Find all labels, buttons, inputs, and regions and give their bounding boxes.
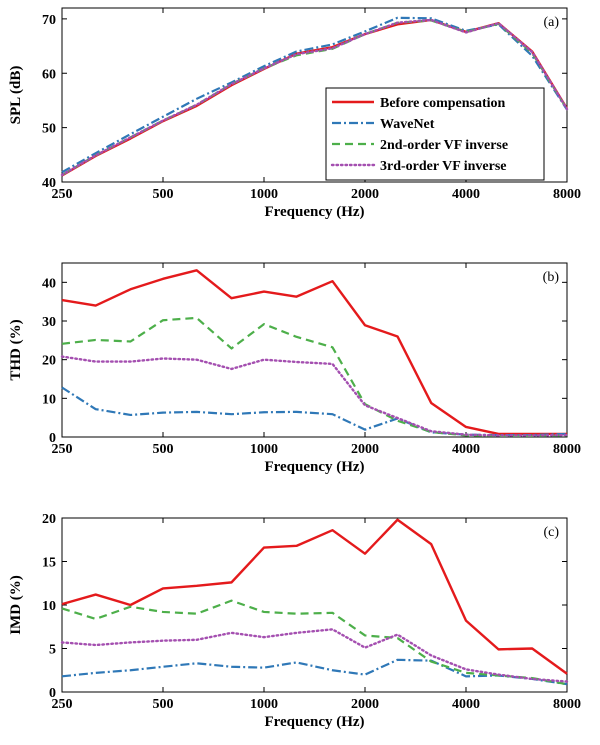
series-line-c-2 (61, 658, 568, 686)
plot-frame-b (61, 262, 568, 438)
x-tick-label: 8000 (553, 442, 581, 457)
x-tick-label: 8000 (553, 187, 581, 202)
y-tick-label: 10 (42, 392, 56, 407)
series-line-b-3 (61, 316, 568, 437)
series-line-b-1 (61, 269, 567, 436)
x-tick-label: 1000 (250, 697, 278, 712)
y-tick-label: 20 (42, 354, 56, 369)
y-tick-label: 10 (42, 599, 56, 614)
y-tick-label: 15 (42, 556, 56, 571)
x-tick-label: 500 (153, 697, 174, 712)
x-tick-label: 8000 (553, 697, 581, 712)
y-axis-label: IMD (%) (8, 575, 24, 635)
x-tick-label: 250 (52, 442, 73, 457)
panel-c: 250 500 1000 2000 4000 8000 0 5 10 15 20 Frequency … (8, 512, 581, 730)
x-tick-label: 4000 (452, 187, 480, 202)
y-tick-label: 60 (42, 67, 56, 82)
y-axis-label: SPL (dB) (8, 66, 24, 125)
y-tick-label: 70 (42, 13, 56, 28)
series-line-b-4 (60, 355, 569, 437)
y-tick-label: 0 (49, 686, 56, 701)
legend-label: WaveNet (380, 117, 435, 132)
series-line-c-3 (61, 599, 568, 686)
panel-tag: (b) (543, 270, 560, 285)
legend-label: 2nd-order VF inverse (380, 138, 508, 153)
series-line-c-4 (60, 628, 569, 683)
plot-frame-a (61, 7, 568, 183)
y-axis-label: THD (%) (8, 319, 24, 380)
x-axis-label: Frequency (Hz) (264, 204, 364, 220)
panel-b: 250 500 1000 2000 4000 8000 0 10 20 30 40 Frequency… (8, 262, 581, 475)
panel-tag: (a) (543, 15, 559, 30)
panel-tag: (c) (543, 525, 559, 540)
x-tick-label: 4000 (452, 697, 480, 712)
y-tick-label: 0 (49, 431, 56, 446)
x-tick-label: 250 (52, 187, 73, 202)
x-tick-label: 2000 (351, 442, 379, 457)
legend: Before compensation WaveNet 2nd-order VF i… (325, 87, 545, 181)
x-tick-label: 500 (153, 187, 174, 202)
legend-label: 3rd-order VF inverse (380, 159, 507, 174)
y-tick-label: 50 (42, 122, 56, 137)
x-axis-label: Frequency (Hz) (264, 459, 364, 475)
y-tick-label: 30 (42, 315, 56, 330)
plot-frame-c (61, 517, 568, 693)
legend-box (325, 87, 545, 181)
y-tick-label: 5 (49, 643, 56, 658)
y-tick-label: 40 (42, 176, 56, 191)
x-tick-label: 1000 (250, 442, 278, 457)
series-line-a-4 (60, 18, 569, 177)
panel-a: 250 500 1000 2000 4000 8000 40 50 60 70 Frequency … (8, 7, 581, 220)
x-tick-label: 2000 (351, 187, 379, 202)
legend-label: Before compensation (380, 96, 506, 111)
x-tick-label: 4000 (452, 442, 480, 457)
x-tick-label: 1000 (250, 187, 278, 202)
series-line-c-1 (61, 518, 568, 675)
y-tick-label: 40 (42, 276, 56, 291)
x-axis-label: Frequency (Hz) (264, 714, 364, 730)
x-tick-label: 500 (153, 442, 174, 457)
series-line-b-2 (61, 386, 568, 437)
x-tick-label: 2000 (351, 697, 379, 712)
x-tick-label: 250 (52, 697, 73, 712)
y-tick-label: 20 (42, 512, 56, 527)
